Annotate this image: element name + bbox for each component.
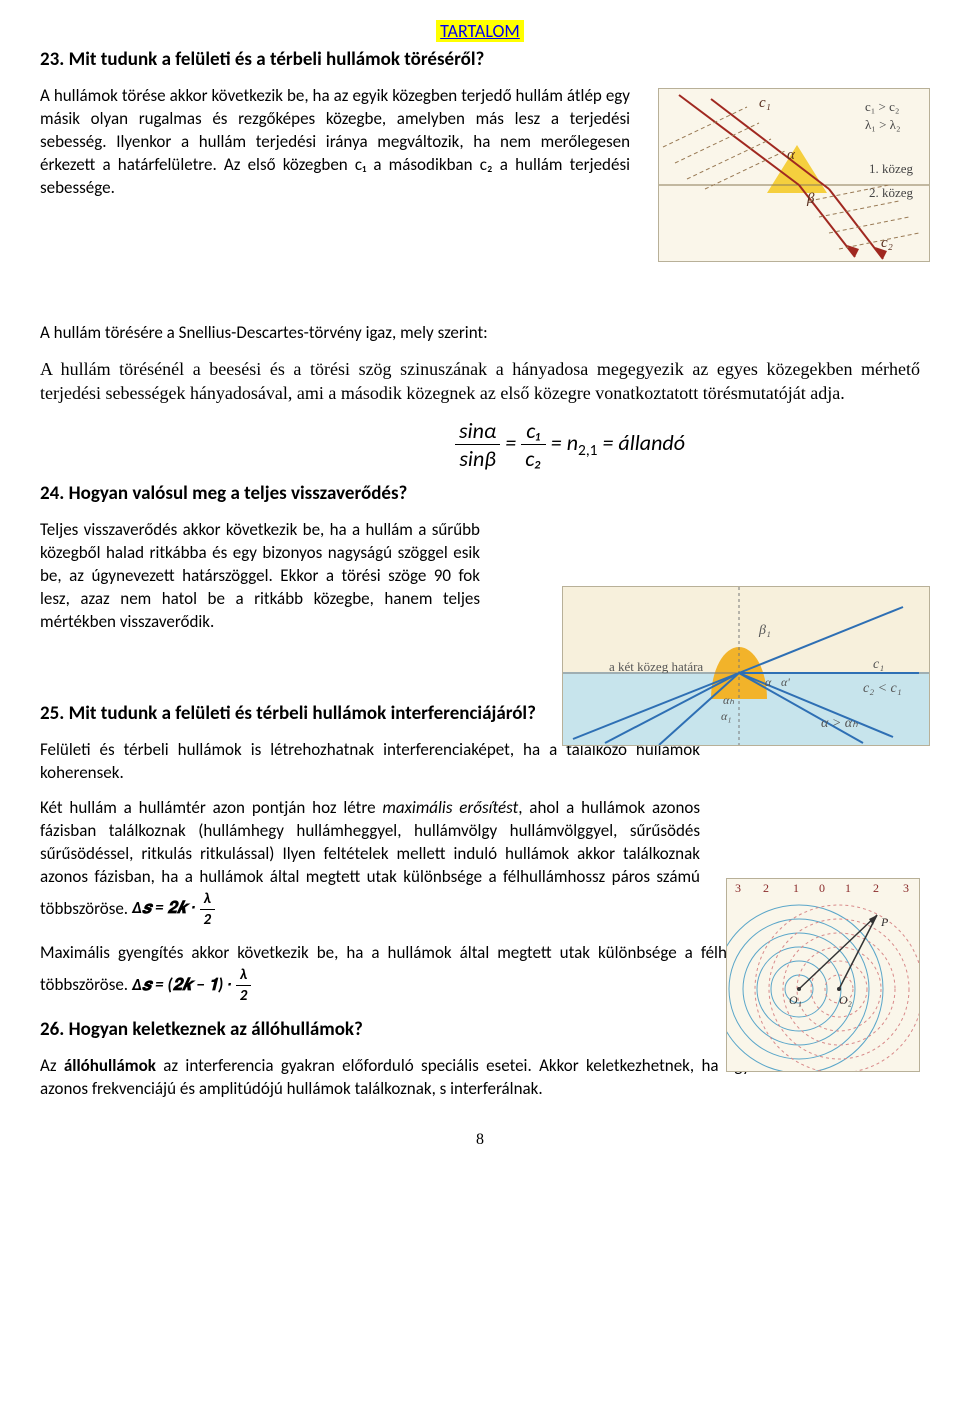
lbl-p: P (881, 915, 888, 930)
f2-den: c₂ (521, 445, 546, 472)
n-sub: 2,1 (578, 441, 597, 460)
snell-formula: sinαsinβ = c₁c₂ = n2,1 = állandó (220, 417, 920, 472)
const: = állandó (602, 429, 685, 456)
n: n (567, 429, 578, 456)
q25-p2: Két hullám a hullámtér azon pontján hoz … (40, 797, 700, 930)
toc-link[interactable]: TARTALOM (436, 20, 524, 42)
fmin-l: λ (236, 965, 252, 986)
q23-body: A hullámok törése akkor következik be, h… (40, 85, 630, 200)
q26-a: Az (40, 1055, 64, 1076)
t-n1a: 1 (793, 881, 799, 896)
lbl-o1: O₁ (789, 993, 802, 1008)
fig2-alphaprime: α' (781, 675, 790, 690)
fig2-alpha: α (765, 675, 771, 690)
fm-ds: Δ𝒔 = 𝟐𝒌 ∙ (132, 897, 200, 918)
fig2-c2lt: c₂ < c₁ (863, 681, 902, 697)
fig-interference: 3 2 1 0 1 2 3 O₁ O₂ P (726, 878, 920, 1072)
t-p3a: 3 (903, 881, 909, 896)
f1-den: sinβ (455, 445, 500, 472)
fig-total-reflection: a két közeg határa β₁ α α' αₕ α₁ c₁ c₂ <… (562, 586, 930, 746)
fig2-beta1: β₁ (759, 623, 771, 639)
toc-link-wrap: TARTALOM (40, 20, 920, 42)
snell-intro: A hullám törésére a Snellius-Descartes-t… (40, 322, 920, 345)
fig2-alpha1: α₁ (721, 709, 731, 724)
fig2-c1: c₁ (873, 657, 884, 673)
page: TARTALOM 23. Mit tudunk a felületi és a … (0, 0, 960, 1189)
f1-num: sinα (455, 417, 500, 445)
fig1-beta: β (807, 191, 814, 208)
q24-body: Teljes visszaverődés akkor következik be… (40, 519, 480, 634)
q24-title: 24. Hogyan valósul meg a teljes visszave… (40, 482, 920, 505)
eq1: = (505, 429, 521, 456)
fm-l: λ (200, 889, 216, 910)
fig3-svg (727, 879, 919, 1071)
fmin-2: 2 (236, 986, 252, 1006)
q25-p2em: maximális erősítést (382, 797, 518, 818)
lbl-o2: O₂ (839, 993, 852, 1008)
fig2-alphah: αₕ (723, 693, 734, 708)
fig1-alpha: α (787, 147, 795, 164)
q26-strong: állóhullámok (64, 1055, 156, 1076)
fm-2: 2 (200, 910, 216, 930)
eq2: = (551, 429, 567, 456)
fig-refraction: c₁ α β c₂ c₁ > c₂ λ₁ > λ₂ 1. közeg 2. kö… (658, 88, 930, 262)
fig2-boundary: a két közeg határa (609, 659, 703, 675)
fig1-rel2: λ₁ > λ₂ (865, 117, 901, 133)
fig1-c1: c₁ (759, 95, 771, 112)
t-p1a: 1 (845, 881, 851, 896)
q25-formula-min: Δ𝒔 = (𝟐𝒌 − 𝟏) ∙ λ2 (132, 974, 251, 995)
fmin-ds: Δ𝒔 = (𝟐𝒌 − 𝟏) ∙ (132, 974, 236, 995)
fig1-c2: c₂ (881, 235, 893, 252)
fig1-rel1: c₁ > c₂ (865, 99, 899, 115)
q23-title: 23. Mit tudunk a felületi és a térbeli h… (40, 48, 920, 71)
fig1-m2: 2. közeg (869, 185, 913, 201)
q25-p2a: Két hullám a hullámtér azon pontján hoz … (40, 797, 382, 818)
f2-num: c₁ (521, 417, 546, 445)
t-p2a: 2 (873, 881, 879, 896)
t-n2a: 2 (763, 881, 769, 896)
t-z: 0 (819, 881, 825, 896)
t-n3a: 3 (735, 881, 741, 896)
fig1-m1: 1. közeg (869, 161, 913, 177)
fig2-cond: α > αₕ (821, 715, 858, 732)
q25-formula-max: Δ𝒔 = 𝟐𝒌 ∙ λ2 (132, 897, 215, 918)
page-number: 8 (40, 1131, 920, 1149)
snell-law: A hullám törésénél a beesési és a törési… (40, 357, 920, 406)
